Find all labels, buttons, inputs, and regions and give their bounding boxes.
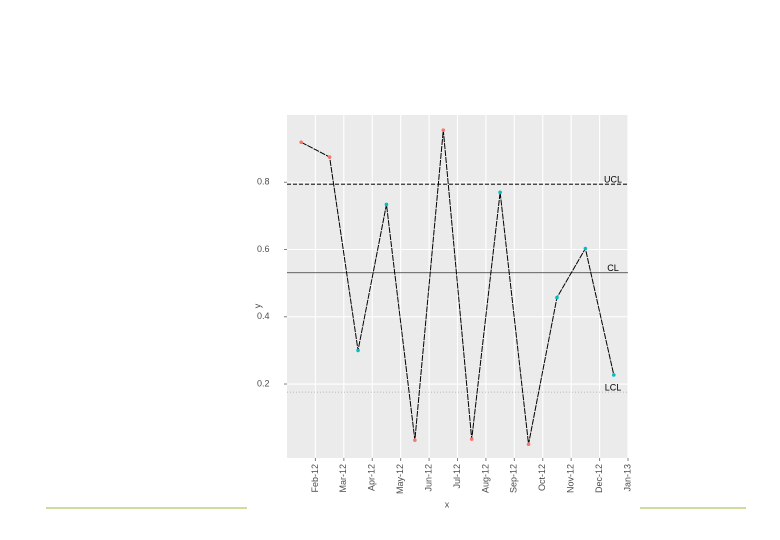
y-tick-label: 0.6 [257, 244, 270, 254]
point [356, 348, 360, 353]
y-tick-label: 0.8 [257, 177, 270, 187]
x-tick-label: Oct-12 [537, 464, 547, 491]
x-tick-label: Sep-12 [509, 464, 519, 493]
series-line [300, 130, 615, 445]
y-axis-title: y [252, 303, 262, 308]
y-tick-label: 0.2 [257, 378, 270, 388]
x-tick-label: Jul-12 [452, 464, 462, 489]
x-tick-label: May-12 [395, 464, 405, 494]
control-limit-label: LCL [605, 382, 622, 392]
control-limit-label: UCL [604, 175, 622, 185]
point [555, 295, 559, 300]
point [384, 202, 389, 207]
point [299, 140, 304, 145]
x-tick-label: Nov-12 [566, 464, 576, 493]
point [413, 438, 417, 442]
point [441, 128, 446, 132]
x-tick-label: Mar-12 [338, 464, 348, 493]
point [583, 246, 588, 251]
point [469, 437, 474, 441]
x-tick-label: Apr-12 [367, 464, 377, 491]
point [498, 190, 502, 195]
y-tick-label: 0.4 [257, 311, 270, 321]
chart: 0.2 0.4 0.6 0.8 Feb-12 Mar-12 Apr-12 May-12 Jun-… [257, 115, 632, 494]
control-limit-label: CL [607, 263, 619, 273]
point [611, 373, 616, 377]
x-axis-title: x [445, 499, 450, 509]
point [327, 155, 332, 159]
point [526, 442, 531, 447]
x-tick-label: Dec-12 [594, 464, 604, 493]
x-tick-label: Feb-12 [310, 464, 320, 493]
x-tick-label: Aug-12 [480, 464, 490, 493]
x-tick-label: Jan-13 [622, 464, 632, 492]
x-tick-label: Jun-12 [423, 464, 433, 492]
